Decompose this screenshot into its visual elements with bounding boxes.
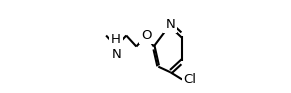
Text: O: O bbox=[141, 29, 152, 42]
Text: H
N: H N bbox=[111, 32, 121, 61]
Text: N: N bbox=[165, 18, 175, 31]
Text: Cl: Cl bbox=[184, 73, 196, 86]
